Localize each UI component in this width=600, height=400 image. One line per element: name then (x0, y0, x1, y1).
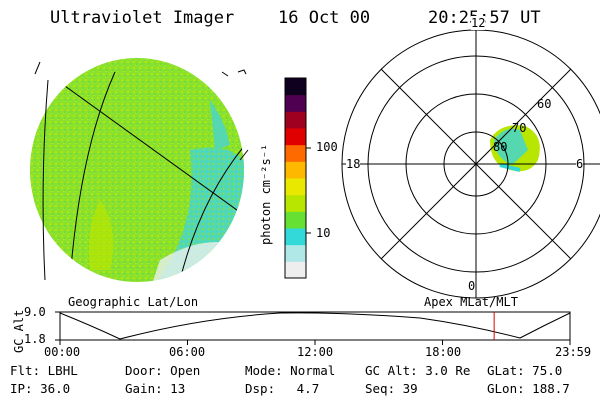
coast-fragment-1 (239, 149, 249, 161)
meta-gain-value: 13 (170, 381, 186, 396)
mlt-label-6: 6 (576, 157, 584, 171)
colorbar-cell (285, 144, 306, 162)
colorbar-cell (285, 228, 306, 246)
colorbar-cell (285, 211, 306, 229)
timeline-ytick-label-top: 9.0 (24, 305, 46, 319)
timeline-xtick-label-0: 00:00 (44, 345, 81, 359)
colorbar-frame (284, 77, 307, 279)
meta-glat: GLat: 75.0 (487, 363, 563, 378)
colorbar-cell (285, 128, 306, 146)
mlat-label-60: 60 (537, 97, 552, 111)
meta-ip-value: 36.0 (40, 381, 71, 396)
mlt-label-18: 18 (346, 157, 361, 171)
meta-seq: Seq: 39 (365, 381, 418, 396)
polar-plot (341, 29, 600, 299)
altitude-curve (59, 312, 571, 340)
meta-ip: IP: 36.0 (10, 381, 71, 396)
limb-patch (210, 100, 230, 150)
geo-lon-line-1 (69, 71, 116, 281)
colorbar-cell (285, 244, 306, 262)
mlat-label-70: 70 (512, 121, 527, 135)
colorbar-unit-label: photon cm⁻²s⁻¹ (259, 143, 273, 245)
timeline-ytick-label-bottom: 1.8 (24, 332, 46, 346)
meta-gc-alt-value: 3.0 Re (425, 363, 471, 378)
timeline-plot (55, 311, 571, 345)
earth-image (30, 58, 249, 282)
colorbar-cell (285, 194, 306, 212)
mlat-label-80: 80 (493, 140, 508, 154)
timeline-xtick-label-4: 23:59 (555, 345, 592, 359)
instrument-title: Ultraviolet Imager (50, 8, 235, 28)
meta-flt-value: LBHL (47, 363, 78, 378)
meta-dsp-value: 4.7 (296, 381, 320, 396)
colorbar-cell (285, 111, 306, 129)
coast-fragment-3 (221, 71, 229, 77)
meta-gain: Gain: 13 (125, 381, 186, 396)
geo-lon-line-2 (179, 144, 244, 281)
meta-gc-alt: GC Alt: 3.0 Re (365, 363, 471, 378)
colorbar-cell (285, 178, 306, 196)
meta-door: Door: Open (125, 363, 201, 378)
colorbar-tick-label-100: 100 (316, 140, 338, 154)
meta-glon: GLon: 188.7 (487, 381, 570, 396)
timeline-right-label: Apex MLat/MLT (424, 295, 518, 309)
colorbar-cell (285, 161, 306, 179)
colorbar-cell (285, 78, 306, 96)
colorbar-cell (285, 261, 306, 279)
meta-flt: Flt: LBHL (10, 363, 78, 378)
bright-band (88, 200, 114, 270)
timeline-left-label: Geographic Lat/Lon (68, 295, 199, 309)
observation-date: 16 Oct 00 (278, 8, 371, 28)
colorbar-cell (285, 94, 306, 112)
coast-fragment-4 (34, 61, 41, 75)
meta-dsp: Dsp: 4.7 (245, 381, 320, 396)
meta-glon-value: 188.7 (532, 381, 570, 396)
colorbar (284, 77, 311, 279)
timeline-xtick-label-3: 18:00 (425, 345, 462, 359)
mlt-label-0: 0 (468, 279, 476, 293)
timeline-xtick-label-1: 06:00 (169, 345, 206, 359)
mlt-line-diag-2 (380, 68, 572, 260)
timeline-frame (59, 311, 571, 341)
colorbar-tick-label-10: 10 (316, 226, 331, 240)
meta-seq-value: 39 (402, 381, 418, 396)
meta-glat-value: 75.0 (532, 363, 563, 378)
timeline-xtick-label-2: 12:00 (297, 345, 334, 359)
meta-mode: Mode: Normal (245, 363, 336, 378)
meta-door-value: Open (170, 363, 201, 378)
mlt-label-12: 12 (471, 16, 486, 30)
meta-mode-value: Normal (290, 363, 336, 378)
coast-fragment-2 (237, 69, 247, 75)
geo-lon-line-outer (42, 79, 49, 281)
